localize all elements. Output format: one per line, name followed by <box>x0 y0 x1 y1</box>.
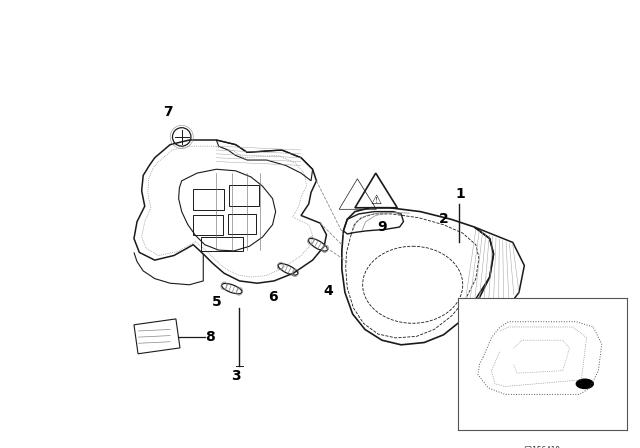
Text: 1: 1 <box>456 187 465 201</box>
Text: 9: 9 <box>377 220 387 234</box>
Ellipse shape <box>577 379 593 388</box>
Bar <box>193 189 224 210</box>
Text: 4: 4 <box>323 284 333 298</box>
Bar <box>134 319 180 354</box>
Text: 8: 8 <box>205 330 215 344</box>
Text: 7: 7 <box>163 104 173 119</box>
Bar <box>193 215 223 236</box>
Text: 5: 5 <box>211 295 221 309</box>
Text: 6: 6 <box>268 290 277 304</box>
Text: 63156419: 63156419 <box>524 446 561 448</box>
Bar <box>228 214 255 234</box>
Bar <box>201 237 243 251</box>
Text: 2: 2 <box>438 212 449 226</box>
Text: 3: 3 <box>231 369 241 383</box>
Bar <box>230 185 259 206</box>
Text: ⚠: ⚠ <box>370 194 381 207</box>
